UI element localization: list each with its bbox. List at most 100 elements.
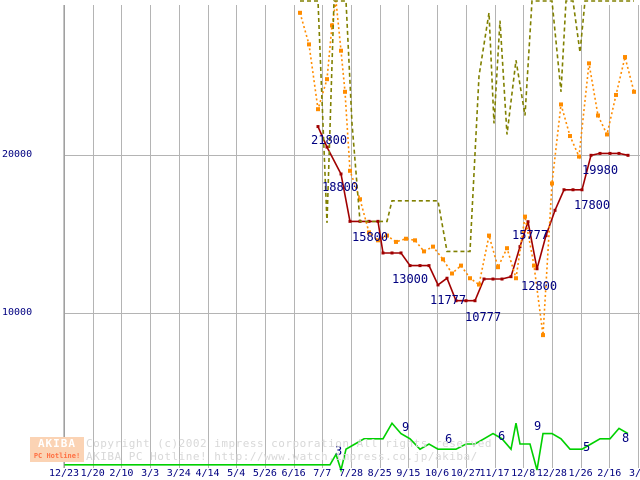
value-label: 21800 [311, 133, 348, 147]
x-tick-label: 3/24 [166, 468, 191, 479]
data-point-marker [454, 299, 458, 303]
x-tick-label: 2/10 [109, 468, 134, 479]
x-tick-label: 12/28 [536, 468, 567, 479]
data-point-marker [330, 23, 334, 28]
data-point-marker [617, 151, 621, 155]
data-point-marker [487, 233, 491, 238]
data-point-marker [418, 264, 422, 268]
data-point-marker [596, 113, 600, 118]
data-point-marker [399, 251, 403, 255]
data-point-marker [571, 188, 575, 192]
data-point-marker [623, 55, 627, 60]
value-label: 10777 [465, 310, 502, 324]
x-tick-label: 7/28 [338, 468, 364, 479]
x-tick-label: 3/3 [141, 468, 160, 479]
value-label: 13000 [392, 272, 429, 286]
logo-subtitle: PC Hotline! [30, 451, 84, 462]
data-point-marker [544, 234, 548, 238]
data-point-marker [298, 10, 302, 15]
value-label: 5 [583, 440, 591, 454]
data-point-marker [431, 244, 435, 249]
x-tick-label: 1/20 [80, 468, 105, 479]
x-tick-label: 6/16 [281, 468, 306, 479]
data-point-marker [441, 257, 445, 262]
data-point-marker [553, 208, 557, 212]
data-point-marker [532, 263, 536, 268]
value-label: 6 [498, 429, 506, 443]
value-label: 15777 [512, 228, 549, 242]
data-point-marker [568, 134, 572, 139]
x-tick-label: 11/17 [479, 468, 510, 479]
y-tick-label: 30000 [2, 0, 32, 2]
value-label: 9 [402, 420, 410, 434]
value-label: 17800 [574, 198, 611, 212]
data-point-marker [464, 299, 468, 303]
data-point-marker [562, 188, 566, 192]
value-label: 9 [534, 419, 542, 433]
data-point-marker [339, 172, 343, 176]
data-point-marker [482, 277, 486, 281]
x-tick-label: 5/4 [227, 468, 246, 479]
data-point-marker [436, 283, 440, 287]
series-line-highest-price [300, 0, 634, 253]
x-tick-label: 12/8 [511, 468, 536, 479]
data-point-marker [477, 282, 481, 287]
data-point-marker [514, 276, 518, 281]
value-label: 15800 [352, 230, 389, 244]
value-label: 19980 [582, 163, 619, 177]
data-point-marker [535, 267, 539, 271]
data-point-marker [413, 238, 417, 243]
site-url-line: AKIBA PC Hotline! http://www.watch.impre… [86, 450, 478, 463]
data-point-marker [325, 77, 329, 82]
value-label: 12800 [521, 279, 558, 293]
data-point-marker [358, 197, 362, 202]
series-line-shop-count [64, 421, 629, 473]
data-point-marker [605, 132, 609, 137]
data-point-marker [316, 125, 320, 129]
x-tick-label: 3/2 [628, 468, 640, 479]
data-point-marker [626, 153, 630, 157]
data-point-marker [550, 181, 554, 186]
data-point-marker [509, 275, 513, 279]
x-tick-label: 8/25 [367, 468, 392, 479]
data-point-marker [523, 214, 527, 219]
value-label: 6 [445, 432, 453, 446]
x-tick-label: 12/23 [48, 468, 80, 479]
value-label: 8 [622, 431, 630, 445]
value-label: 18800 [322, 180, 359, 194]
copyright-line: Copyright (c)2002 impress corporation Al… [86, 437, 492, 450]
data-point-marker [325, 145, 329, 149]
data-point-marker [390, 251, 394, 255]
data-point-marker [500, 277, 504, 281]
logo-title: AKIBA [30, 437, 84, 451]
data-point-marker [577, 154, 581, 159]
data-point-marker [614, 92, 618, 97]
y-tick-label: 10000 [2, 307, 33, 318]
data-point-marker [468, 276, 472, 281]
y-tick-label: 20000 [2, 149, 33, 160]
data-point-marker [408, 264, 412, 268]
data-point-marker [385, 233, 389, 238]
data-point-marker [316, 107, 320, 112]
data-point-marker [367, 230, 371, 235]
data-point-marker [491, 277, 495, 281]
series-layer [64, 0, 636, 473]
x-tick-label: 10/6 [425, 468, 450, 479]
x-tick-label: 4/14 [195, 468, 220, 479]
x-tick-label: 2/16 [597, 468, 622, 479]
x-tick-label: 10/27 [450, 468, 481, 479]
data-point-marker [376, 219, 380, 223]
data-point-marker [381, 251, 385, 255]
data-point-marker [580, 188, 584, 192]
x-tick-label: 1/26 [568, 468, 593, 479]
x-tick-label: 7/7 [313, 468, 332, 479]
data-point-marker [422, 249, 426, 254]
data-point-marker [559, 102, 563, 107]
akiba-logo: AKIBA PC Hotline! [30, 437, 84, 463]
data-point-marker [348, 168, 352, 173]
data-point-marker [450, 271, 454, 276]
x-tick-label: 9/15 [396, 468, 421, 479]
data-point-marker [608, 151, 612, 155]
